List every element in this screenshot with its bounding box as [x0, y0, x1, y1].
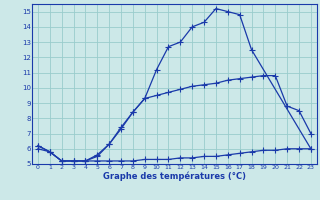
- X-axis label: Graphe des températures (°C): Graphe des températures (°C): [103, 171, 246, 181]
